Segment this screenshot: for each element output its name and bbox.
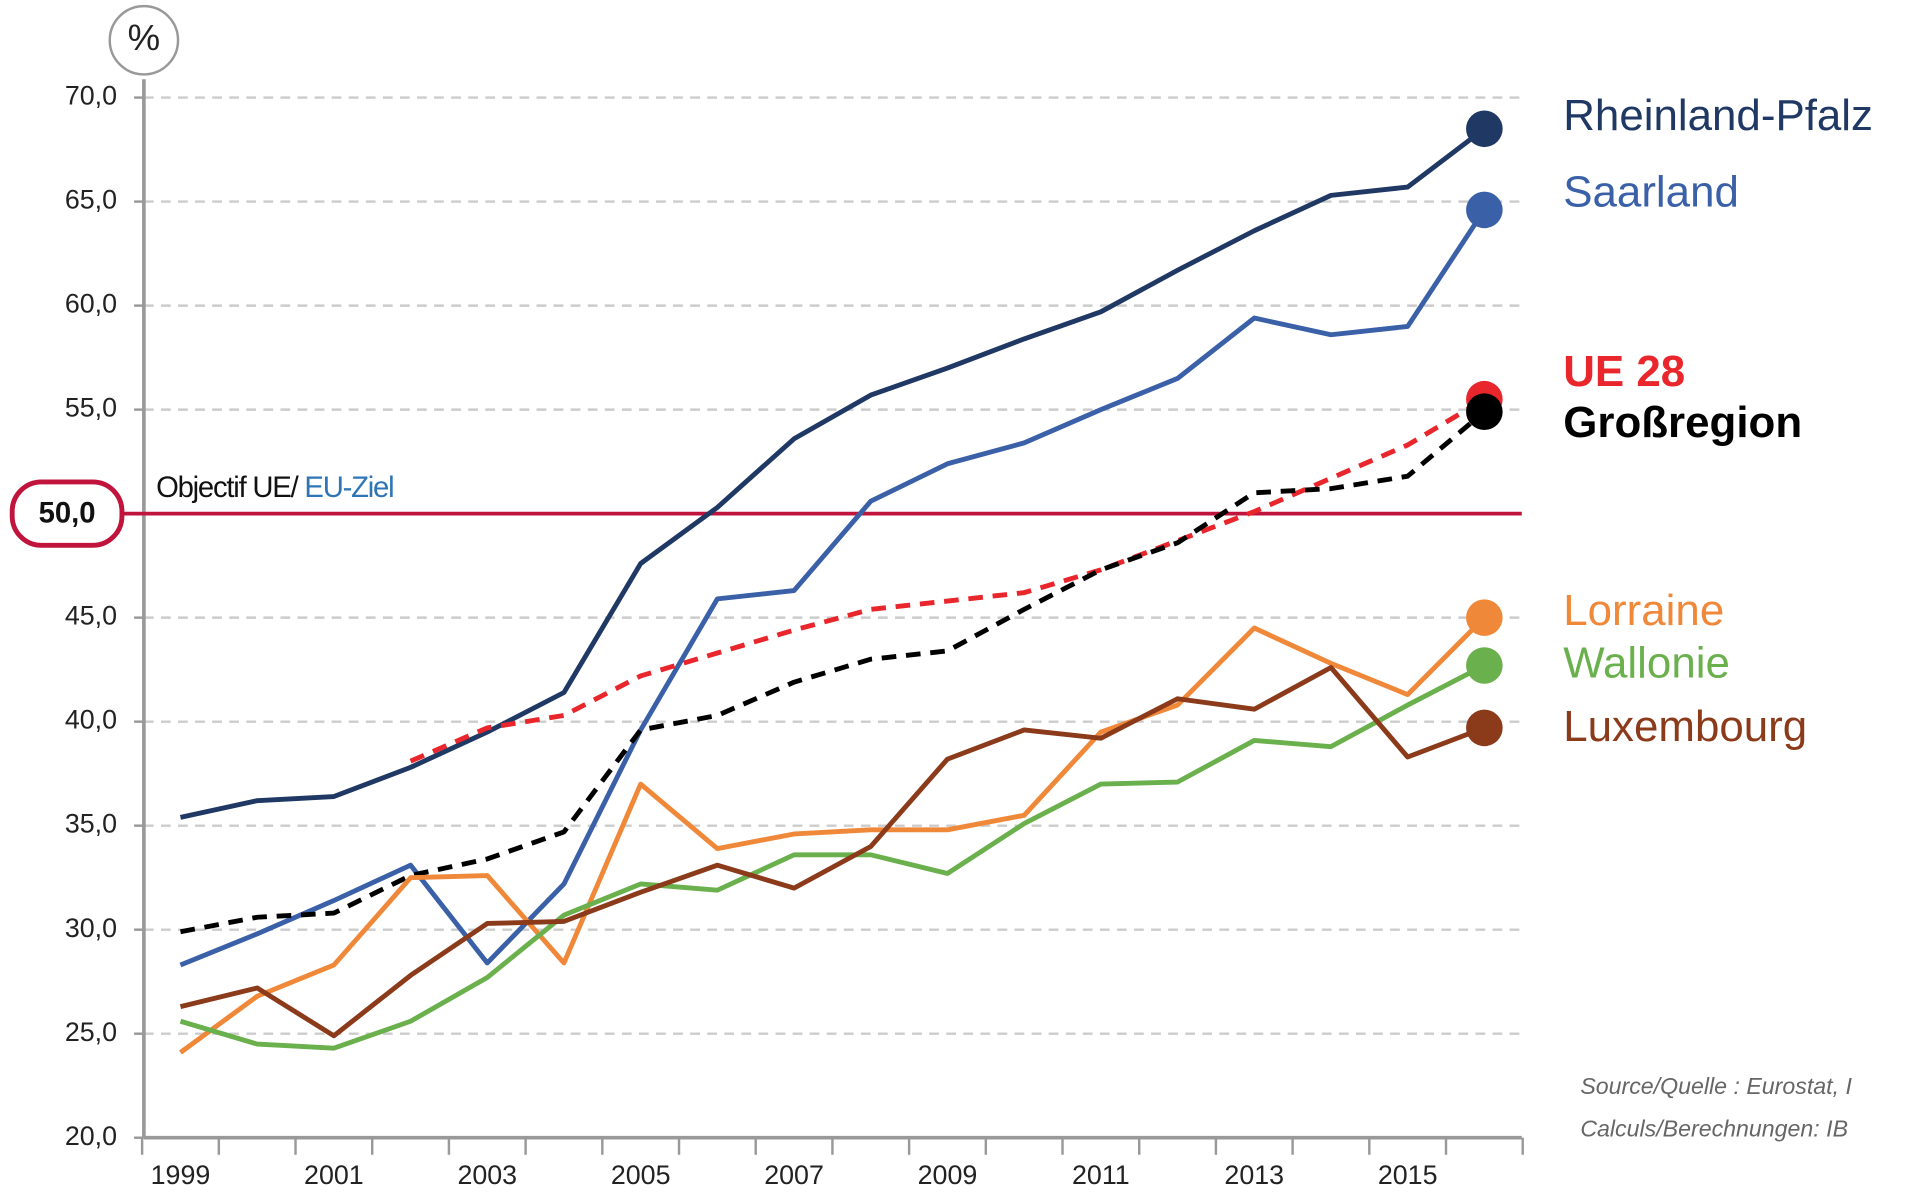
series-line — [179, 665, 1486, 1039]
series-line — [179, 126, 1486, 820]
unit-label: % — [128, 17, 161, 58]
y-tick-label: 25,0 — [65, 1017, 117, 1047]
legend-label: Wallonie — [1563, 638, 1730, 687]
y-tick-label: 40,0 — [65, 705, 117, 735]
target-text: Objectif UE/ EU-Ziel — [156, 472, 393, 504]
x-tick-label: 2001 — [304, 1160, 364, 1190]
x-tick-label: 1999 — [151, 1160, 211, 1190]
legend-label: Lorraine — [1563, 586, 1724, 635]
end-dot — [1466, 110, 1503, 148]
series-line — [179, 663, 1486, 1051]
y-tick-label: 30,0 — [65, 913, 117, 943]
series-line — [180, 409, 1486, 935]
y-tick-label: 20,0 — [65, 1121, 117, 1151]
legend-label: Großregion — [1563, 398, 1802, 447]
source: Source/Quelle : Eurostat, I — [1580, 1073, 1852, 1099]
y-tick-label: 60,0 — [65, 289, 117, 319]
y-tick-label: 45,0 — [65, 601, 117, 631]
target-text: Objectif UE/ — [156, 472, 304, 504]
source: Calculs/Berechnungen: IB — [1580, 1116, 1848, 1142]
end-dot — [1466, 709, 1503, 747]
end-dot — [1466, 393, 1503, 430]
legend-label: Saarland — [1563, 168, 1739, 217]
y-tick-label: 65,0 — [65, 185, 117, 215]
series-line — [179, 615, 1487, 1055]
x-tick-label: 2005 — [611, 1160, 671, 1190]
x-tick-label: 2015 — [1378, 1160, 1438, 1190]
legend-label: UE 28 — [1563, 347, 1685, 396]
y-tick-label: 70,0 — [65, 81, 117, 111]
x-tick-label: 2011 — [1072, 1160, 1130, 1190]
legend-label: Rheinland-Pfalz — [1563, 91, 1873, 140]
y-tick-label: 35,0 — [65, 809, 117, 839]
unit-circle — [108, 4, 180, 76]
x-tick-label: 2013 — [1224, 1160, 1284, 1190]
x-tick-label: 2009 — [918, 1160, 978, 1190]
x-tick-label: 2007 — [764, 1160, 824, 1190]
end-dot — [1466, 647, 1503, 684]
target-text: EU-Ziel — [304, 472, 393, 504]
target-label: 50,0 — [39, 498, 96, 530]
y-tick-label: 55,0 — [65, 393, 117, 423]
x-tick-label: 2003 — [457, 1160, 517, 1190]
target-box — [9, 479, 125, 548]
end-dot — [1466, 191, 1503, 229]
legend-label: Luxembourg — [1563, 702, 1807, 751]
series-line — [179, 208, 1487, 968]
end-dot — [1466, 599, 1503, 636]
series-line — [409, 397, 1486, 764]
